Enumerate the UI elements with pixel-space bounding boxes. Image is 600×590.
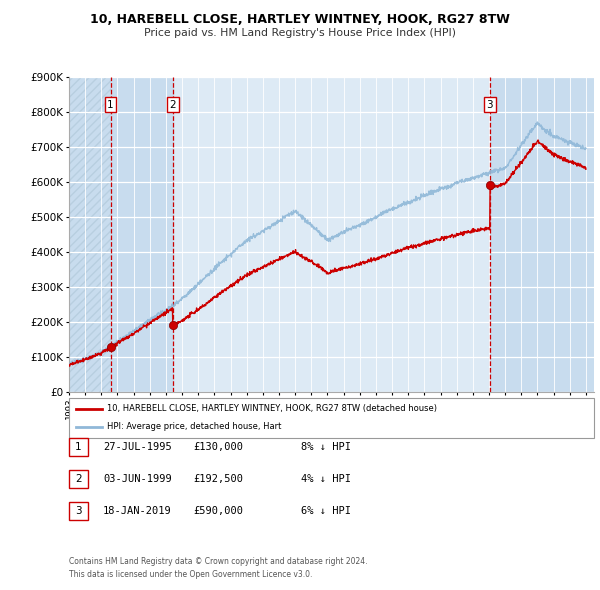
Text: Contains HM Land Registry data © Crown copyright and database right 2024.: Contains HM Land Registry data © Crown c… bbox=[69, 558, 367, 566]
Text: Price paid vs. HM Land Registry's House Price Index (HPI): Price paid vs. HM Land Registry's House … bbox=[144, 28, 456, 38]
Text: 8% ↓ HPI: 8% ↓ HPI bbox=[301, 442, 351, 452]
Text: 18-JAN-2019: 18-JAN-2019 bbox=[103, 506, 172, 516]
Text: 03-JUN-1999: 03-JUN-1999 bbox=[103, 474, 172, 484]
Text: £590,000: £590,000 bbox=[193, 506, 243, 516]
Text: 2: 2 bbox=[75, 474, 82, 484]
Text: 3: 3 bbox=[75, 506, 82, 516]
Text: 4% ↓ HPI: 4% ↓ HPI bbox=[301, 474, 351, 484]
Text: This data is licensed under the Open Government Licence v3.0.: This data is licensed under the Open Gov… bbox=[69, 571, 313, 579]
Text: 27-JUL-1995: 27-JUL-1995 bbox=[103, 442, 172, 452]
Text: 10, HAREBELL CLOSE, HARTLEY WINTNEY, HOOK, RG27 8TW: 10, HAREBELL CLOSE, HARTLEY WINTNEY, HOO… bbox=[90, 13, 510, 26]
Bar bbox=[490, 77, 594, 392]
Text: 6% ↓ HPI: 6% ↓ HPI bbox=[301, 506, 351, 516]
Bar bbox=[69, 77, 110, 392]
Text: 3: 3 bbox=[487, 100, 493, 110]
Text: £130,000: £130,000 bbox=[193, 442, 243, 452]
Text: 2: 2 bbox=[169, 100, 176, 110]
Text: 1: 1 bbox=[75, 442, 82, 452]
Text: 1: 1 bbox=[107, 100, 114, 110]
Text: £192,500: £192,500 bbox=[193, 474, 243, 484]
Text: HPI: Average price, detached house, Hart: HPI: Average price, detached house, Hart bbox=[107, 422, 281, 431]
Bar bbox=[110, 77, 173, 392]
Text: 10, HAREBELL CLOSE, HARTLEY WINTNEY, HOOK, RG27 8TW (detached house): 10, HAREBELL CLOSE, HARTLEY WINTNEY, HOO… bbox=[107, 404, 437, 414]
